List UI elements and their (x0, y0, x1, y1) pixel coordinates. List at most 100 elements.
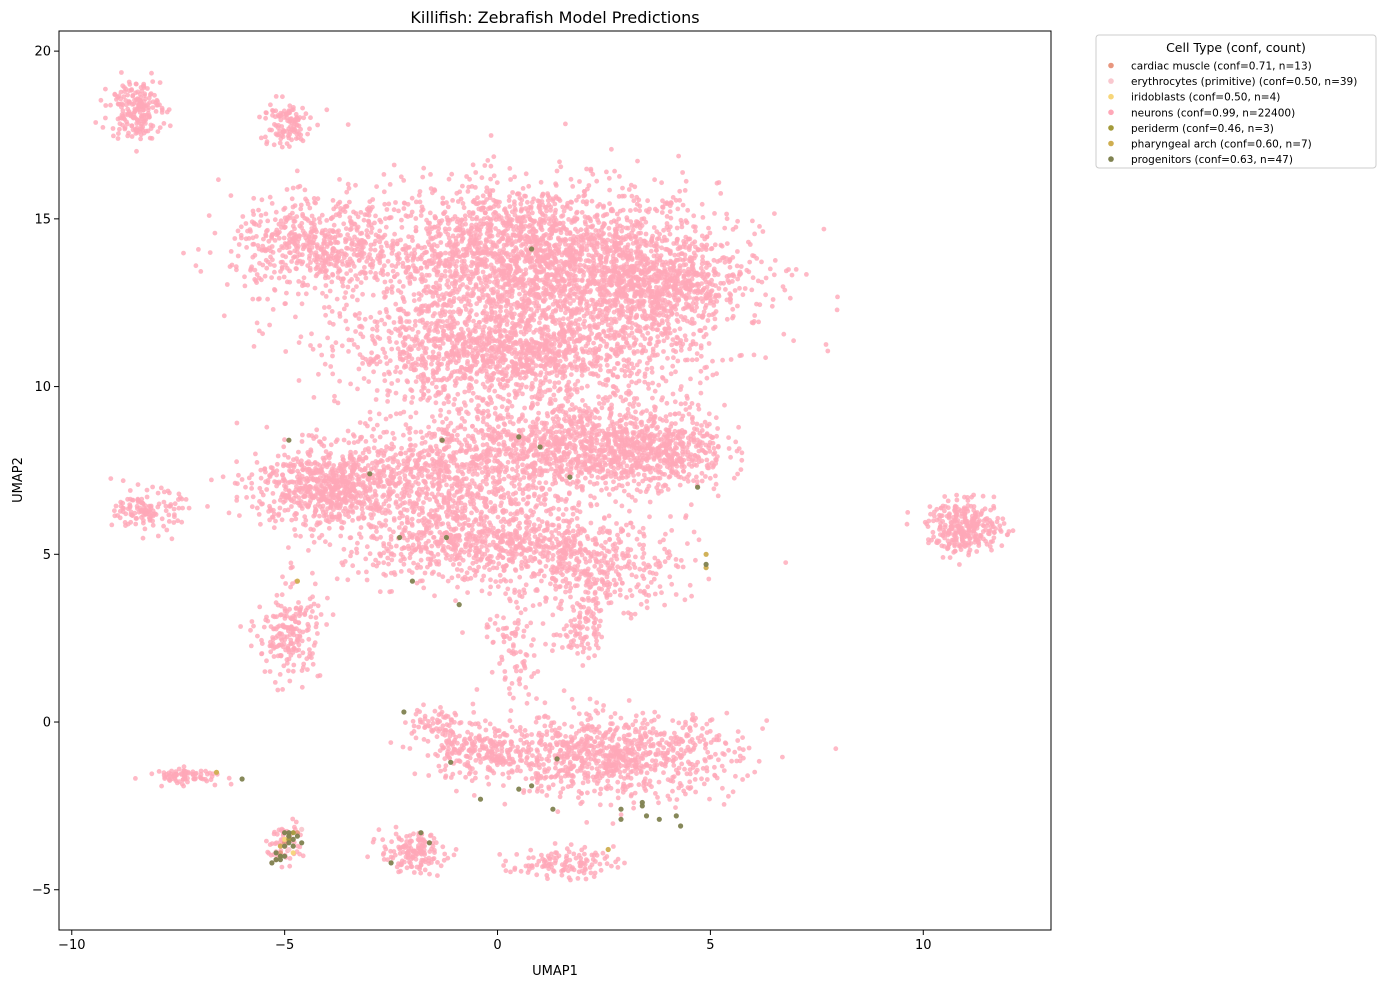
data-point (557, 221, 563, 227)
data-point (691, 296, 697, 302)
data-point (544, 208, 549, 214)
data-point (389, 330, 394, 336)
data-point (330, 272, 336, 278)
data-point (533, 363, 539, 369)
data-point (579, 307, 585, 313)
data-point (552, 201, 558, 207)
data-point (500, 284, 506, 290)
data-point (538, 222, 544, 228)
data-point (595, 232, 600, 238)
data-point (470, 390, 476, 396)
data-point (441, 211, 447, 217)
data-point (438, 275, 444, 281)
data-point (648, 242, 654, 248)
data-point (413, 216, 419, 221)
data-point (675, 246, 681, 252)
data-point (720, 357, 725, 363)
data-point (558, 288, 564, 294)
data-point (713, 293, 719, 299)
data-point (571, 277, 577, 283)
data-point (661, 281, 666, 286)
data-point (667, 265, 672, 271)
data-point (597, 332, 602, 337)
data-point (402, 397, 407, 402)
data-point (763, 292, 768, 298)
data-point (695, 281, 700, 287)
data-point (272, 263, 277, 268)
data-point (665, 284, 671, 290)
data-point (284, 187, 290, 192)
data-point (619, 228, 625, 234)
data-point (634, 201, 640, 207)
data-point (549, 312, 555, 317)
data-point (568, 206, 573, 212)
data-point (554, 196, 560, 201)
data-point (634, 240, 639, 246)
data-point (295, 239, 300, 245)
data-point (344, 271, 350, 276)
data-point (294, 214, 300, 220)
data-point (544, 281, 550, 287)
data-point (549, 272, 555, 277)
data-point (536, 356, 541, 362)
data-point (486, 331, 492, 337)
data-point (289, 196, 295, 202)
data-point (328, 364, 334, 369)
data-point (668, 250, 673, 255)
data-point (445, 278, 451, 284)
data-point (481, 216, 487, 222)
data-point (700, 315, 705, 320)
data-point (473, 185, 478, 190)
data-point (629, 280, 635, 285)
data-point (612, 241, 618, 246)
data-point (640, 333, 645, 338)
data-point (672, 328, 677, 333)
data-point (643, 316, 649, 322)
data-point (582, 192, 588, 198)
data-point (473, 201, 479, 207)
data-point (719, 243, 725, 249)
data-point (477, 222, 482, 227)
data-point (634, 303, 640, 309)
data-point (638, 342, 644, 348)
data-point (323, 250, 328, 256)
data-point (330, 371, 336, 377)
data-point (685, 207, 691, 213)
data-point (654, 262, 659, 267)
data-point (545, 193, 551, 199)
data-point (548, 248, 553, 254)
data-point (575, 229, 581, 235)
data-point (372, 247, 378, 253)
data-point (457, 227, 463, 233)
data-point (548, 218, 554, 223)
data-point (476, 240, 481, 246)
data-point (403, 270, 409, 275)
data-point (433, 400, 439, 406)
data-point (804, 272, 809, 277)
data-point (673, 369, 678, 375)
data-point (480, 193, 486, 199)
data-point (335, 240, 341, 246)
data-point (454, 190, 460, 196)
data-point (496, 377, 501, 383)
data-point (751, 319, 757, 324)
data-point (467, 213, 473, 219)
data-point (620, 185, 625, 191)
data-point (611, 309, 617, 315)
data-point (527, 238, 533, 244)
data-point (488, 262, 494, 268)
data-point (551, 294, 556, 299)
data-point (562, 284, 568, 289)
data-point (624, 261, 629, 267)
data-point (513, 233, 518, 239)
data-point (181, 250, 186, 256)
data-point (709, 246, 715, 251)
data-point (358, 210, 364, 215)
data-point (605, 368, 611, 374)
data-point (558, 227, 564, 233)
data-point (419, 279, 425, 285)
data-point (589, 253, 595, 259)
data-point (670, 363, 676, 369)
data-point (685, 236, 691, 242)
data-point (361, 217, 367, 223)
